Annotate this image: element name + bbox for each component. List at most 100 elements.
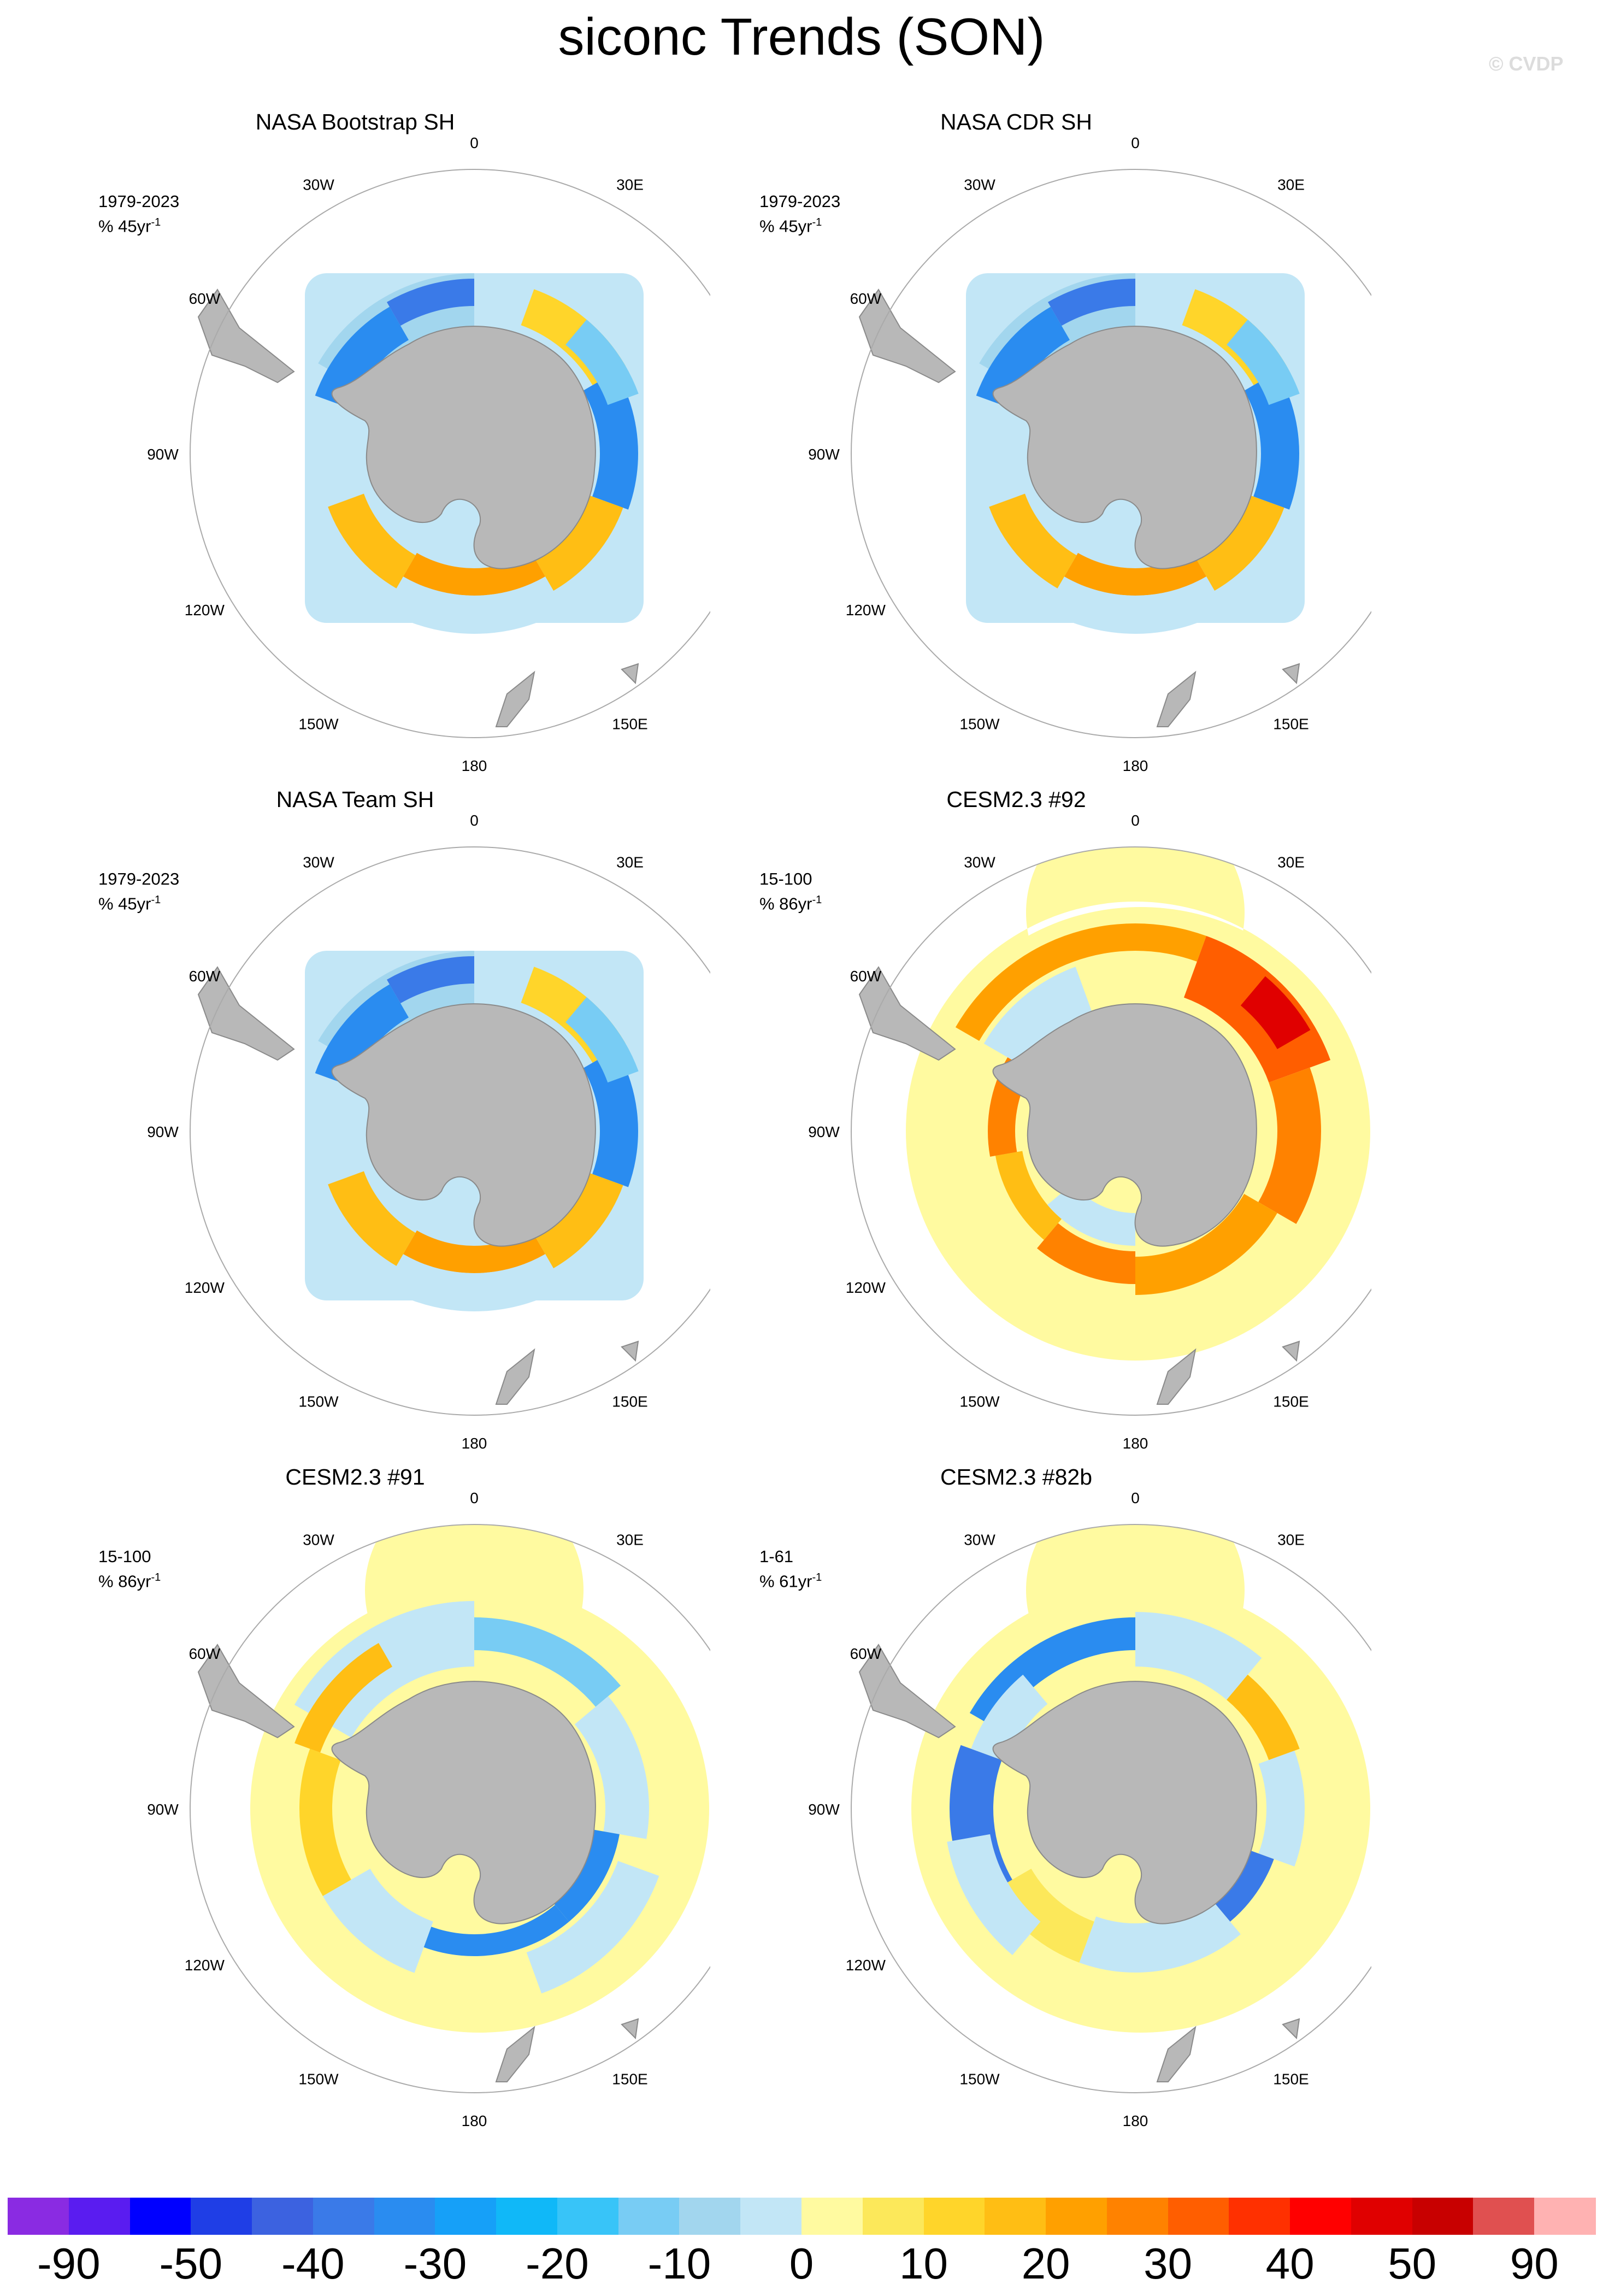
colorbar-tick-label: 90 xyxy=(1510,2239,1559,2288)
longitude-label: 150W xyxy=(298,1393,339,1410)
longitude-label: 150W xyxy=(959,1393,1000,1410)
longitude-label: 90W xyxy=(147,446,179,463)
cvdp-watermark: © CVDP xyxy=(1489,52,1564,75)
colorbar-tick-label: -50 xyxy=(159,2239,223,2288)
colorbar-swatch xyxy=(1351,2198,1413,2235)
longitude-label: 150E xyxy=(1273,2071,1309,2088)
colorbar-tick-label: -90 xyxy=(37,2239,101,2288)
antarctica-landmass xyxy=(992,326,1257,569)
tasmania-landmass xyxy=(621,663,639,685)
longitude-label: 180 xyxy=(462,2112,487,2129)
colorbar-swatch xyxy=(985,2198,1047,2235)
new-zealand-landmass xyxy=(495,1348,535,1405)
south-america-landmass xyxy=(197,966,295,1061)
longitude-label: 150W xyxy=(959,716,1000,733)
colorbar-swatch xyxy=(862,2198,924,2235)
panel-title: CESM2.3 #91 xyxy=(285,1464,425,1490)
period-label: 1979-2023 xyxy=(98,192,180,211)
longitude-label: 120W xyxy=(185,602,225,619)
colorbar-tick-label: 10 xyxy=(899,2239,948,2288)
longitude-label: 0 xyxy=(470,1490,479,1506)
units-label: % 45yr-1 xyxy=(759,212,840,237)
panel-info: 1-61% 61yr-1 xyxy=(759,1546,822,1592)
map-panel: CESM2.3 #82b 1-61% 61yr-1030E60E90E120E15… xyxy=(716,1464,1371,2142)
longitude-label: 30E xyxy=(616,176,644,193)
polar-map: 030E60E90E120E150E180150W120W90W60W30W xyxy=(808,812,1371,1452)
new-zealand-landmass xyxy=(495,2026,535,2082)
colorbar-swatch xyxy=(679,2198,741,2235)
new-zealand-landmass xyxy=(1156,2026,1197,2082)
panel-title: NASA Bootstrap SH xyxy=(255,109,455,134)
units-text: % 86yr xyxy=(98,1571,151,1591)
antarctica-landmass xyxy=(331,1003,596,1247)
panel-title: CESM2.3 #82b xyxy=(940,1464,1093,1490)
tasmania-landmass xyxy=(1282,1340,1300,1362)
panel-info: 1979-2023% 45yr-1 xyxy=(759,191,840,237)
colorbar-swatch xyxy=(618,2198,680,2235)
period-label: 1-61 xyxy=(759,1547,794,1566)
longitude-label: 30W xyxy=(303,176,334,193)
polar-map: 030E60E90E120E150E180150W120W90W60W30W xyxy=(808,134,1371,774)
longitude-label: 120W xyxy=(185,1279,225,1296)
units-label: % 86yr-1 xyxy=(759,890,822,914)
antarctica-landmass xyxy=(992,1003,1257,1247)
longitude-label: 180 xyxy=(1123,1435,1148,1452)
colorbar-swatch xyxy=(1168,2198,1230,2235)
colorbar xyxy=(8,2198,1596,2235)
colorbar-swatch xyxy=(435,2198,497,2235)
longitude-label: 120W xyxy=(846,1279,886,1296)
colorbar-swatch xyxy=(68,2198,131,2235)
panel-title: NASA Team SH xyxy=(276,787,434,812)
units-exponent: -1 xyxy=(812,216,822,228)
units-label: % 45yr-1 xyxy=(98,212,179,237)
panel-info: 1979-2023% 45yr-1 xyxy=(98,191,179,237)
longitude-label: 30W xyxy=(303,1531,334,1548)
longitude-label: 150E xyxy=(612,716,647,733)
polar-map: 030E60E90E120E150E180150W120W90W60W30W xyxy=(147,1490,710,2129)
colorbar-swatch xyxy=(740,2198,802,2235)
units-exponent: -1 xyxy=(151,1571,161,1583)
antarctica-landmass xyxy=(331,1681,596,1924)
map-boundary xyxy=(190,169,710,738)
colorbar-swatch xyxy=(923,2198,986,2235)
south-america-landmass xyxy=(858,289,956,384)
longitude-label: 150W xyxy=(298,716,339,733)
south-america-landmass xyxy=(858,966,956,1061)
tasmania-landmass xyxy=(1282,2018,1300,2040)
colorbar-swatch xyxy=(557,2198,619,2235)
longitude-label: 30E xyxy=(616,1531,644,1548)
colorbar-tick-label: -40 xyxy=(281,2239,345,2288)
colorbar-swatch xyxy=(1290,2198,1352,2235)
longitude-label: 0 xyxy=(470,812,479,829)
longitude-label: 150W xyxy=(298,2071,339,2088)
polar-map: 030E60E90E120E150E180150W120W90W60W30W xyxy=(808,1490,1371,2129)
colorbar-tick-label: 50 xyxy=(1388,2239,1437,2288)
units-label: % 61yr-1 xyxy=(759,1567,822,1592)
longitude-label: 180 xyxy=(462,757,487,774)
longitude-label: 120W xyxy=(846,602,886,619)
units-text: % 45yr xyxy=(759,216,812,236)
units-label: % 86yr-1 xyxy=(98,1567,161,1592)
south-america-landmass xyxy=(197,289,295,384)
longitude-label: 60W xyxy=(850,968,882,985)
colorbar-tick-label: 40 xyxy=(1265,2239,1315,2288)
colorbar-swatch xyxy=(191,2198,253,2235)
colorbar-swatch xyxy=(313,2198,375,2235)
colorbar-swatch xyxy=(8,2198,69,2235)
longitude-label: 180 xyxy=(462,1435,487,1452)
longitude-label: 30W xyxy=(964,1531,995,1548)
longitude-label: 60W xyxy=(189,290,221,307)
antarctica-landmass xyxy=(331,326,596,569)
colorbar-swatch xyxy=(1412,2198,1474,2235)
map-boundary xyxy=(851,169,1371,738)
longitude-label: 150E xyxy=(1273,1393,1309,1410)
longitude-label: 30E xyxy=(1277,1531,1305,1548)
colorbar-swatch xyxy=(1106,2198,1169,2235)
units-text: % 61yr xyxy=(759,1571,812,1591)
antarctica-landmass xyxy=(992,1681,1257,1924)
longitude-label: 30E xyxy=(1277,176,1305,193)
longitude-label: 0 xyxy=(1131,134,1140,151)
